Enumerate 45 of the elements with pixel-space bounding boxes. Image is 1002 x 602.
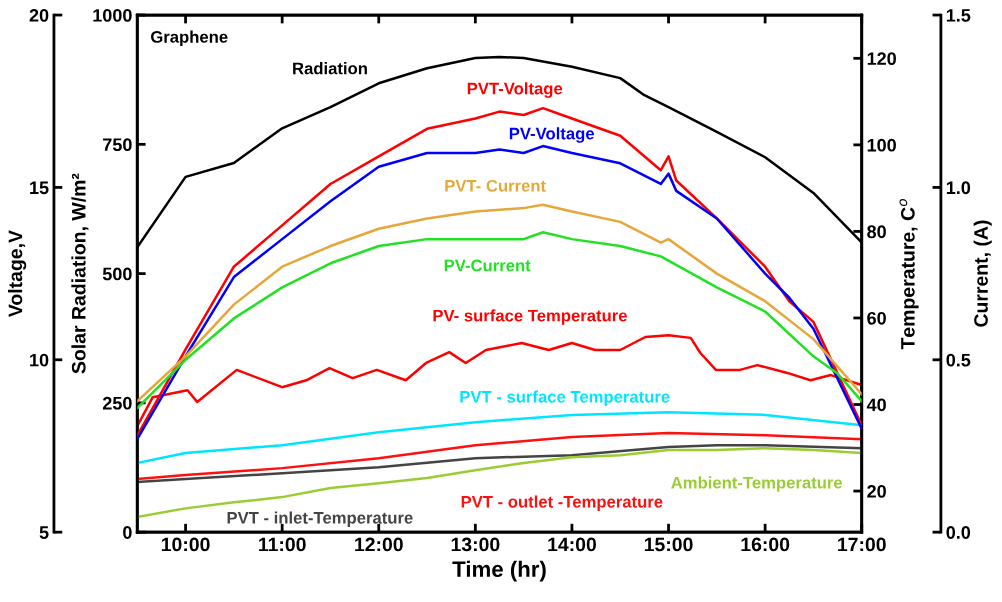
x-tick-label: 14:00	[548, 537, 597, 552]
series-label: PVT-Voltage	[467, 82, 563, 98]
x-tick-label: 17:00	[838, 537, 886, 552]
y-tick-label: 15	[30, 181, 49, 195]
y-tick-label: 5	[39, 526, 49, 539]
text: PVT - outlet -Temperature	[461, 495, 663, 511]
y-axis-title: Voltage,V	[8, 230, 27, 318]
y-axis-title: Solar Radiation, W/m²	[71, 173, 89, 374]
y-tick-label: 250	[102, 396, 132, 410]
y2-tick-label: 100	[867, 138, 896, 152]
y2-tick-label: 40	[866, 398, 886, 412]
y2-tick-label: 1.5	[946, 9, 971, 22]
line-series	[137, 230, 862, 410]
y2-tick-label: 20	[867, 484, 886, 498]
series-label: Ambient-Temperature	[671, 476, 843, 492]
line-series	[137, 411, 862, 465]
series-label: Radiation	[293, 62, 367, 75]
y2-tick-label: 0.5	[946, 353, 971, 367]
y-tick-label: 0	[123, 526, 132, 539]
y-tick-label: 500	[102, 267, 132, 281]
x-tick-label: 16:00	[741, 537, 790, 552]
y2-axis-title: Temperature, C$^{o}$	[899, 199, 919, 350]
x-tick-label: 11:00	[259, 537, 306, 552]
x-tick-label: 15:00	[644, 537, 693, 552]
series-label: PV-Current	[444, 259, 531, 272]
y2-tick-label: 0.0	[946, 526, 971, 539]
series-label: PVT - surface Temperature	[460, 390, 670, 406]
y2-tick-label: 60	[867, 311, 886, 325]
x-tick-label: 13:00	[451, 537, 500, 552]
series-label: PV-Voltage	[509, 127, 595, 143]
y2-tick-label: 80	[867, 225, 886, 239]
y2-tick-label: 1.0	[946, 181, 971, 195]
y-tick-label: 1000	[93, 8, 132, 22]
y2-tick-label: 120	[867, 52, 896, 66]
series-label: PVT- Current	[445, 179, 546, 192]
series-label: PV- surface Temperature	[433, 309, 627, 325]
annotation: Graphene	[151, 30, 228, 47]
y-tick-label: 10	[30, 353, 49, 367]
x-tick-label: 12:00	[355, 537, 403, 552]
y-tick-label: 20	[29, 8, 49, 22]
x-tick-label: 10:00	[161, 537, 210, 552]
y2-axis-title: Current, (A)	[973, 220, 992, 327]
text: PVT - inlet-Temperature	[227, 511, 413, 528]
y-tick-label: 750	[103, 138, 132, 152]
x-axis-title: Time (hr)	[452, 560, 546, 582]
